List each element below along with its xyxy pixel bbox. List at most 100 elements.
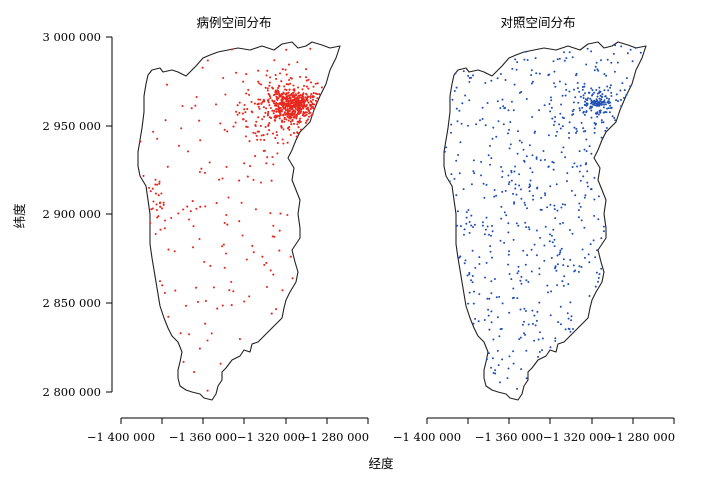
case-point bbox=[152, 130, 155, 133]
control-point bbox=[530, 248, 533, 251]
control-point bbox=[516, 272, 519, 275]
control-point bbox=[609, 107, 612, 110]
case-point bbox=[310, 106, 313, 109]
control-point bbox=[561, 94, 564, 97]
control-points bbox=[443, 44, 642, 390]
control-point bbox=[549, 233, 551, 236]
control-point bbox=[550, 99, 553, 102]
control-point bbox=[493, 195, 496, 198]
case-point bbox=[199, 139, 202, 142]
case-point bbox=[283, 111, 287, 114]
control-point bbox=[471, 281, 474, 284]
control-point bbox=[519, 279, 522, 282]
control-point bbox=[590, 87, 593, 90]
control-point bbox=[467, 124, 469, 127]
control-point bbox=[562, 264, 565, 267]
case-point bbox=[278, 249, 281, 252]
case-point bbox=[305, 119, 308, 122]
case-point bbox=[228, 289, 231, 292]
case-point bbox=[316, 97, 319, 100]
case-point bbox=[294, 107, 297, 110]
case-point bbox=[275, 93, 279, 96]
case-point bbox=[306, 95, 309, 98]
control-point bbox=[515, 222, 518, 225]
control-point bbox=[593, 69, 596, 72]
control-point bbox=[601, 101, 603, 104]
case-point bbox=[201, 66, 204, 69]
control-point bbox=[538, 267, 541, 270]
control-point bbox=[602, 230, 605, 233]
control-point bbox=[603, 89, 606, 92]
control-point bbox=[475, 123, 478, 126]
control-point bbox=[518, 173, 521, 176]
control-point bbox=[463, 228, 466, 231]
case-point bbox=[287, 119, 290, 122]
control-point bbox=[583, 148, 586, 151]
case-point bbox=[181, 104, 184, 108]
control-point bbox=[508, 355, 511, 358]
control-point bbox=[560, 247, 563, 250]
control-point bbox=[565, 88, 568, 91]
control-point bbox=[507, 263, 510, 266]
control-point bbox=[600, 103, 603, 106]
case-point bbox=[275, 98, 278, 101]
case-point bbox=[284, 107, 287, 110]
case-point bbox=[287, 113, 290, 117]
control-point bbox=[503, 211, 506, 214]
control-point bbox=[529, 179, 532, 182]
control-point bbox=[522, 249, 525, 252]
control-point bbox=[581, 86, 584, 88]
case-point bbox=[265, 285, 269, 289]
case-point bbox=[274, 137, 277, 140]
control-point bbox=[471, 275, 474, 277]
case-point bbox=[162, 201, 165, 204]
control-point bbox=[484, 82, 487, 84]
control-point bbox=[530, 69, 533, 72]
case-point bbox=[299, 117, 302, 120]
case-point bbox=[182, 360, 185, 363]
control-point bbox=[544, 192, 546, 195]
control-point bbox=[570, 189, 573, 192]
control-point bbox=[523, 58, 526, 61]
control-point bbox=[510, 179, 513, 182]
control-point bbox=[629, 85, 632, 88]
case-point bbox=[222, 76, 225, 80]
control-point bbox=[538, 273, 541, 276]
case-point bbox=[297, 107, 300, 110]
control-point bbox=[610, 95, 613, 97]
control-point bbox=[593, 198, 596, 201]
case-point bbox=[221, 304, 224, 307]
case-point bbox=[158, 280, 162, 283]
case-point bbox=[268, 122, 271, 125]
control-point bbox=[571, 166, 574, 168]
case-point bbox=[257, 116, 260, 119]
case-point bbox=[214, 103, 218, 106]
case-point bbox=[292, 91, 295, 94]
control-point bbox=[520, 282, 523, 285]
case-point bbox=[244, 135, 247, 138]
control-point bbox=[484, 124, 487, 127]
control-point bbox=[620, 105, 623, 108]
case-point bbox=[224, 252, 228, 255]
control-point bbox=[544, 194, 547, 197]
case-point bbox=[305, 68, 308, 71]
control-point bbox=[530, 74, 533, 76]
control-point bbox=[578, 202, 581, 205]
case-point bbox=[159, 205, 162, 208]
control-point bbox=[507, 132, 509, 135]
control-point bbox=[524, 221, 527, 224]
control-point bbox=[490, 157, 493, 160]
case-point bbox=[186, 205, 189, 208]
control-point bbox=[491, 137, 494, 140]
case-point bbox=[254, 155, 257, 158]
control-point bbox=[528, 190, 531, 193]
control-point bbox=[566, 172, 569, 175]
case-point bbox=[204, 322, 207, 325]
control-point bbox=[525, 279, 528, 282]
case-point bbox=[312, 95, 315, 98]
case-point bbox=[252, 131, 255, 134]
control-point bbox=[471, 249, 474, 252]
case-point bbox=[283, 85, 286, 88]
case-point bbox=[256, 138, 259, 141]
case-point bbox=[254, 208, 257, 211]
